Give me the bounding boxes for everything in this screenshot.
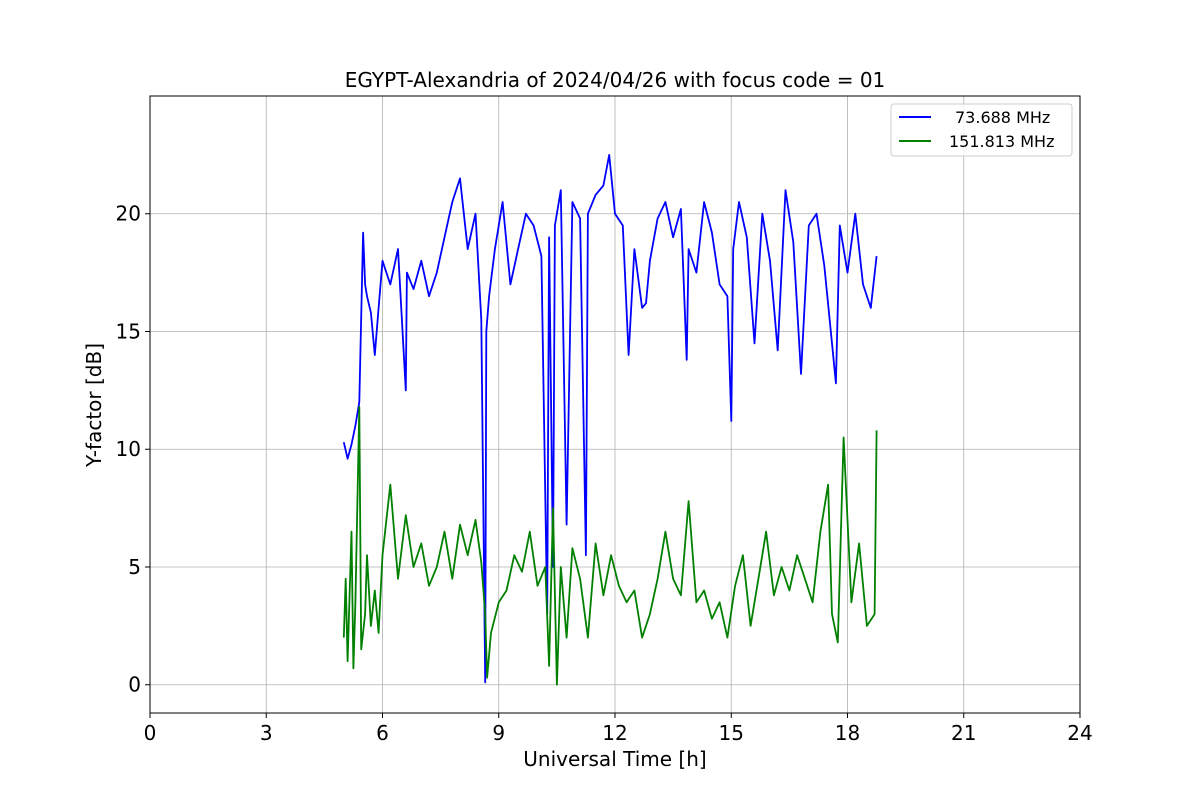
x-tick-label: 24 [1067,721,1092,745]
chart-title: EGYPT-Alexandria of 2024/04/26 with focu… [345,68,886,92]
x-tick-label: 18 [835,721,860,745]
y-tick-label: 20 [116,202,141,226]
y-tick-label: 0 [128,673,141,697]
legend-label-73-688: 73.688 MHz [955,108,1050,127]
x-tick-label: 12 [602,721,627,745]
legend-box [890,103,1073,157]
legend-label-151-813: 151.813 MHz [949,132,1054,151]
x-tick-label: 6 [376,721,389,745]
ticks: 0 3 6 9 12 15 18 21 24 0 5 10 15 20 [116,202,1093,745]
legend: 73.688 MHz 151.813 MHz [890,103,1073,157]
x-tick-label: 21 [951,721,976,745]
y-tick-label: 5 [128,555,141,579]
x-tick-label: 9 [492,721,505,745]
y-tick-label: 10 [116,437,141,461]
series-line-151-813 [342,405,878,686]
x-axis-label: Universal Time [h] [523,747,706,771]
series-line-73-688 [342,153,878,684]
x-tick-label: 0 [144,721,157,745]
y-tick-label: 15 [116,319,141,343]
series-lines [342,153,878,686]
y-axis-label: Y-factor [dB] [82,343,106,468]
x-tick-label: 3 [260,721,273,745]
x-tick-label: 15 [719,721,744,745]
